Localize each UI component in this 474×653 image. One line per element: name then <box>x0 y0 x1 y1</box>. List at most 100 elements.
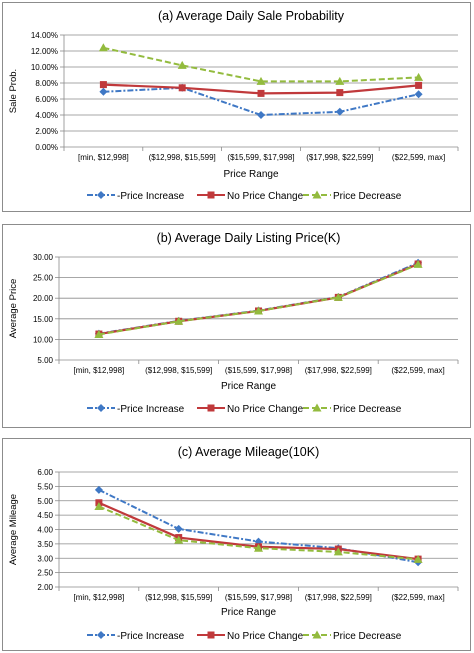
data-point-no-price-change <box>336 89 344 97</box>
y-axis-label: Average Price <box>8 279 19 339</box>
y-tick-label: 0.00% <box>35 143 58 152</box>
x-tick-label: ($12,998, $15,599] <box>145 366 212 375</box>
x-tick-label: ($17,998, $22,599] <box>305 593 372 602</box>
series-line-price-decrease <box>103 46 419 83</box>
data-point-price-decrease <box>254 543 263 552</box>
y-tick-label: 2.50 <box>37 569 53 578</box>
legend-marker-no-price-change <box>207 404 215 412</box>
legend: -Price Increase No Price Change Price Decr… <box>87 403 402 415</box>
y-axis-label: Sale Prob. <box>8 69 19 113</box>
y-tick-label: 4.50 <box>37 511 53 520</box>
legend-label-price-increase: -Price Increase <box>117 404 185 415</box>
x-tick-label: ($22,599, max] <box>391 366 444 375</box>
legend-marker-price-decrease <box>312 403 322 412</box>
x-tick-label: [min, $12,998] <box>74 593 125 602</box>
x-tick-label: ($12,998, $15,599] <box>149 153 216 162</box>
chart-title: (b) Average Daily Listing Price(K) <box>157 231 341 245</box>
data-point-price-decrease <box>98 43 108 52</box>
y-tick-label: 2.00% <box>35 127 58 136</box>
mileage-chart: (c) Average Mileage(10K) 2.00 2.50 3.00 3.50… <box>8 445 459 642</box>
x-tick-label: ($15,599, $17,998] <box>225 593 292 602</box>
legend-marker-no-price-change <box>207 631 215 639</box>
data-point-no-price-change <box>415 81 423 89</box>
y-tick-label: 8.00% <box>35 79 58 88</box>
y-tick-label: 4.00% <box>35 111 58 120</box>
x-tick-label: ($17,998, $22,599] <box>306 153 373 162</box>
data-point-price-decrease <box>94 502 104 510</box>
y-tick-label: 5.50 <box>37 482 53 491</box>
legend-label-no-price-change: No Price Change <box>227 191 304 202</box>
data-point-price-decrease <box>413 554 423 563</box>
legend-marker-price-increase <box>97 191 105 199</box>
data-point-price-decrease <box>174 535 184 544</box>
data-point-price-increase <box>335 107 344 116</box>
chart-panel-mileage: (c) Average Mileage(10K) 2.00 2.50 3.00 3.50… <box>2 438 471 651</box>
y-tick-label: 5.00 <box>37 356 53 365</box>
legend-label-price-increase: -Price Increase <box>117 191 185 202</box>
y-tick-label: 4.00 <box>37 526 53 535</box>
x-tick-label: [min, $12,998] <box>74 366 125 375</box>
data-point-no-price-change <box>257 89 265 97</box>
chart-panel-listing-price: (b) Average Daily Listing Price(K) 5.00 10… <box>2 224 471 428</box>
data-point-price-decrease <box>177 60 187 69</box>
data-point-price-decrease <box>335 76 345 85</box>
y-tick-label: 6.00% <box>35 95 58 104</box>
x-tick-label: ($17,998, $22,599] <box>305 366 372 375</box>
x-axis-label: Price Range <box>221 381 276 392</box>
legend-label-price-increase: -Price Increase <box>117 631 185 642</box>
x-tick-label: ($15,599, $17,998] <box>225 366 292 375</box>
legend-label-no-price-change: No Price Change <box>227 404 304 415</box>
legend-marker-price-increase <box>97 631 105 639</box>
y-tick-label: 25.00 <box>33 274 54 283</box>
x-tick-label: ($15,599, $17,998] <box>227 153 294 162</box>
y-tick-label: 2.00 <box>37 583 53 592</box>
series-line-price-increase <box>103 86 419 117</box>
data-point-price-decrease <box>256 76 266 85</box>
y-tick-label: 5.00 <box>37 497 53 506</box>
data-point-price-decrease <box>254 306 263 315</box>
data-point-price-increase <box>414 90 423 99</box>
series-no-price-change <box>99 81 423 97</box>
y-axis-label: Average Mileage <box>8 494 19 565</box>
data-point-price-decrease <box>413 259 423 268</box>
data-point-price-increase <box>174 524 183 533</box>
series-line-price-decrease <box>98 263 419 336</box>
x-tick-label: [min, $12,998] <box>78 153 129 162</box>
y-tick-label: 6.00 <box>37 468 53 477</box>
legend-marker-price-increase <box>97 404 105 412</box>
x-tick-label: ($12,998, $15,599] <box>145 593 212 602</box>
y-tick-label: 3.50 <box>37 540 53 549</box>
x-tick-label: ($22,599, max] <box>392 153 445 162</box>
x-tick-label: ($22,599, max] <box>391 593 444 602</box>
sale-probability-chart: (a) Average Daily Sale Probability 0.00% 2… <box>8 9 459 202</box>
series-no-price-change <box>95 499 422 563</box>
x-axis-label: Price Range <box>223 169 278 180</box>
y-tick-label: 30.00 <box>33 253 54 262</box>
legend-marker-price-decrease <box>312 190 322 199</box>
data-point-price-decrease <box>333 547 343 556</box>
listing-price-chart: (b) Average Daily Listing Price(K) 5.00 10… <box>8 231 459 415</box>
chart-title: (a) Average Daily Sale Probability <box>158 9 345 23</box>
data-point-price-decrease <box>414 72 424 81</box>
y-tick-label: 15.00 <box>33 315 54 324</box>
legend-label-no-price-change: No Price Change <box>227 631 304 642</box>
data-point-price-increase <box>257 111 265 119</box>
legend-label-price-decrease: Price Decrease <box>333 191 402 202</box>
y-tick-label: 14.00% <box>31 31 58 40</box>
legend-label-price-decrease: Price Decrease <box>333 404 402 415</box>
series-price-decrease <box>94 259 423 338</box>
legend-marker-no-price-change <box>207 191 215 199</box>
chart-title: (c) Average Mileage(10K) <box>178 445 320 459</box>
legend-label-price-decrease: Price Decrease <box>333 631 402 642</box>
data-point-no-price-change <box>178 84 186 92</box>
legend: -Price Increase No Price Change Price Decr… <box>87 630 402 642</box>
chart-panel-sale-probability: (a) Average Daily Sale Probability 0.00% 2… <box>2 2 471 212</box>
series-price-decrease <box>98 43 424 85</box>
data-point-price-increase <box>94 485 103 494</box>
series-price-decrease <box>94 502 423 563</box>
data-point-price-decrease <box>174 316 184 325</box>
x-axis-label: Price Range <box>221 607 276 618</box>
y-tick-label: 3.00 <box>37 554 53 563</box>
y-tick-label: 12.00% <box>31 47 58 56</box>
data-point-price-increase <box>99 87 108 96</box>
